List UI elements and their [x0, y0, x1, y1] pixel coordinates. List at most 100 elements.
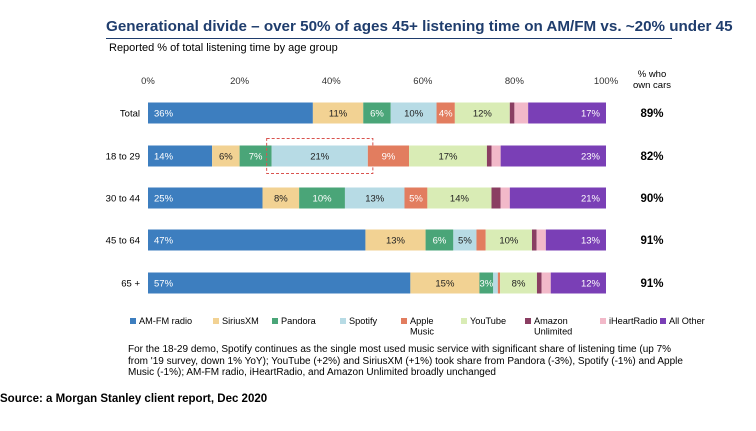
legend-swatch: [272, 318, 278, 324]
bar-segment: [410, 272, 480, 294]
data-label: 21%: [581, 194, 601, 205]
data-label: 17%: [581, 109, 601, 120]
category-label: 18 to 29: [106, 152, 140, 163]
legend-label: All Other: [669, 316, 705, 326]
car-ownership-value: 91%: [640, 235, 663, 247]
bar-segment: [497, 272, 501, 294]
bar-segment: [550, 272, 606, 294]
bar-segment: [271, 145, 368, 167]
bar-segment: [148, 187, 263, 209]
bar-segment: [299, 187, 345, 209]
data-label: 57%: [154, 279, 174, 290]
bar-segment: [409, 145, 487, 167]
bar-segment: [148, 229, 366, 251]
car-ownership-value: 91%: [640, 278, 663, 290]
bar-segment: [365, 229, 426, 251]
legend-label: Pandora: [281, 316, 317, 326]
data-label: 13%: [365, 194, 385, 205]
title-rule: [106, 38, 672, 39]
category-label: 45 to 64: [106, 236, 140, 247]
bar-segment: [531, 229, 537, 251]
legend-label: Unlimited: [534, 327, 572, 337]
bar-segment: [367, 145, 410, 167]
bar-segment: [262, 187, 300, 209]
data-label: 23%: [581, 152, 601, 163]
category-label: Total: [120, 109, 140, 120]
data-label: 12%: [581, 279, 601, 290]
legend-label: Apple: [410, 316, 434, 326]
bar-segment: [485, 229, 532, 251]
legend-label: SiriusXM: [222, 316, 259, 326]
bar-segment: [239, 145, 272, 167]
source-line: Source: a Morgan Stanley client report, …: [0, 393, 268, 405]
data-label: 17%: [438, 152, 458, 163]
bar-segment: [509, 187, 606, 209]
data-label: 3%: [479, 279, 493, 290]
legend-swatch: [213, 318, 219, 324]
bar-segment: [212, 145, 240, 167]
data-label: 13%: [386, 236, 406, 247]
car-ownership-value: 90%: [640, 193, 663, 205]
data-label: 12%: [473, 109, 493, 120]
data-label: 6%: [370, 109, 384, 120]
data-label: 8%: [274, 194, 288, 205]
x-tick-label: 40%: [322, 76, 342, 87]
bar-segment: [390, 102, 437, 124]
bar-segment: [500, 272, 537, 294]
x-tick-label: 60%: [413, 76, 433, 87]
legend-label: Music: [410, 327, 434, 337]
bar-segment: [514, 102, 529, 124]
bar-segment: [476, 229, 486, 251]
data-label: 4%: [439, 109, 453, 120]
bar-segment: [491, 145, 501, 167]
legend-label: AM-FM radio: [139, 316, 192, 326]
legend-label: iHeartRadio: [609, 316, 658, 326]
data-label: 47%: [154, 236, 174, 247]
bar-segment: [509, 102, 515, 124]
bar-segment: [148, 272, 411, 294]
legend-swatch: [130, 318, 136, 324]
x-tick-label: 100%: [594, 76, 619, 87]
footnote: For the 18-29 demo, Spotify continues as…: [128, 344, 683, 378]
legend-swatch: [660, 318, 666, 324]
bar-segment: [479, 272, 494, 294]
x-tick-label: 0%: [141, 76, 155, 87]
data-label: 14%: [450, 194, 470, 205]
bar-segment: [427, 187, 492, 209]
category-label: 30 to 44: [106, 194, 140, 205]
legend-swatch: [340, 318, 346, 324]
bar-segment: [425, 229, 454, 251]
data-label: 6%: [433, 236, 447, 247]
legend-swatch: [461, 318, 467, 324]
bar-segment: [500, 187, 510, 209]
bar-segment: [148, 145, 213, 167]
bar-segment: [454, 102, 510, 124]
data-label: 10%: [404, 109, 424, 120]
data-label: 10%: [313, 194, 333, 205]
bar-segment: [536, 272, 542, 294]
bar-segment: [312, 102, 364, 124]
data-label: 8%: [512, 279, 526, 290]
data-label: 10%: [499, 236, 519, 247]
right-column-header: % who: [638, 69, 667, 80]
bar-segment: [493, 272, 498, 294]
legend-label: Spotify: [349, 316, 377, 326]
car-ownership-value: 89%: [640, 108, 663, 120]
bar-segment: [541, 272, 551, 294]
data-label: 5%: [458, 236, 472, 247]
bar-segment: [148, 102, 313, 124]
x-tick-label: 20%: [230, 76, 250, 87]
data-label: 7%: [249, 152, 263, 163]
legend-swatch: [401, 318, 407, 324]
bar-segment: [344, 187, 405, 209]
car-ownership-value: 82%: [640, 151, 663, 163]
bar-segment: [500, 145, 606, 167]
bar-segment: [528, 102, 606, 124]
data-label: 25%: [154, 194, 174, 205]
category-label: 65 +: [121, 279, 140, 290]
bar-segment: [363, 102, 391, 124]
data-label: 9%: [382, 152, 396, 163]
data-label: 13%: [581, 236, 601, 247]
bar-segment: [453, 229, 477, 251]
